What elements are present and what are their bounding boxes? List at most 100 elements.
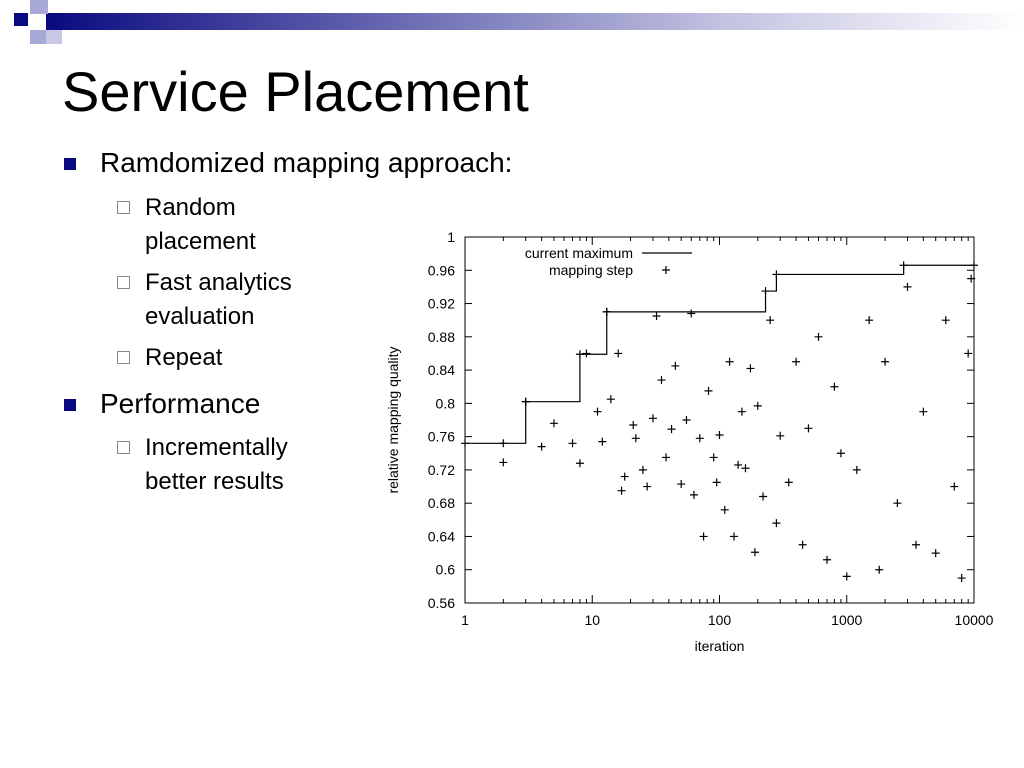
sub-bullet-line: Repeat	[145, 344, 223, 371]
sub-bullet-item: Fast analytics evaluation	[117, 266, 292, 334]
bullet-item: Performance	[64, 387, 260, 421]
step-point	[499, 439, 508, 448]
scatter-point	[903, 282, 912, 291]
scatter-point	[792, 357, 801, 366]
scatter-point	[614, 349, 623, 358]
bullet-text: Ramdomized mapping approach:	[100, 147, 513, 178]
scatter-point	[875, 565, 884, 574]
scatter-point	[750, 548, 759, 557]
scatter-point	[549, 419, 558, 428]
scatter-point	[798, 540, 807, 549]
legend-marker-swatch	[662, 266, 670, 274]
scatter-point	[712, 478, 721, 487]
y-tick-label: 0.84	[428, 362, 455, 378]
square-bullet-icon	[64, 158, 76, 170]
step-point	[970, 261, 978, 270]
y-tick-label: 0.6	[436, 562, 456, 578]
scatter-point	[667, 425, 676, 434]
scatter-point	[836, 449, 845, 458]
y-tick-label: 1	[447, 229, 455, 245]
scatter-point	[671, 361, 680, 370]
y-tick-label: 0.8	[436, 395, 456, 411]
scatter-point	[823, 555, 832, 564]
scatter-plot: 0.56 0.6 0.64 0.68 0.72 0.76 0.8 0.84 0.88 0.92 0.…	[385, 229, 994, 654]
scatter-point	[620, 472, 629, 481]
step-point	[575, 350, 584, 359]
scatter-point	[499, 458, 508, 467]
y-tick-label: 0.96	[428, 262, 455, 278]
scatter-point	[941, 316, 950, 325]
scatter-point	[682, 416, 691, 424]
scatter-point	[568, 439, 577, 448]
x-tick-label: 10000	[955, 612, 994, 628]
sub-bullet-line: placement	[145, 228, 256, 255]
scatter-point	[881, 357, 890, 366]
legend-label: current maximum	[525, 245, 633, 261]
x-tick-label: 100	[708, 612, 732, 628]
step-point	[899, 261, 908, 270]
scatter-point	[582, 349, 591, 358]
scatter-point	[662, 453, 671, 462]
y-tick-label: 0.76	[428, 429, 455, 445]
scatter-point	[575, 459, 584, 468]
scatter-point	[734, 460, 743, 469]
hollow-square-bullet-icon	[117, 351, 130, 364]
step-point	[521, 397, 530, 406]
sub-bullet-line: Incrementally	[145, 434, 288, 461]
x-tick-label: 1	[461, 612, 469, 628]
sub-bullet-line: Fast analytics	[145, 269, 292, 296]
header-decoration	[0, 0, 1024, 48]
scatter-point	[957, 574, 966, 583]
mapping-quality-chart: 0.56 0.6 0.64 0.68 0.72 0.76 0.8 0.84 0.88 0.92 0.…	[378, 222, 998, 667]
scatter-point	[772, 519, 781, 528]
scatter-point	[695, 434, 704, 443]
current-maximum-line	[465, 264, 974, 444]
scatter-point	[593, 407, 602, 416]
scatter-point	[687, 309, 696, 318]
legend-label: mapping step	[549, 262, 633, 278]
scatter-point	[629, 420, 638, 429]
y-tick-label: 0.64	[428, 528, 455, 544]
x-axis-label: iteration	[695, 638, 745, 654]
scatter-point	[737, 407, 746, 416]
sub-bullet-item: Random placement	[117, 191, 256, 259]
scatter-point	[766, 316, 775, 325]
scatter-point	[725, 357, 734, 366]
scatter-point	[598, 437, 607, 446]
scatter-point	[814, 332, 823, 341]
scatter-point	[638, 465, 647, 474]
scatter-point	[606, 395, 615, 404]
scatter-point	[911, 540, 920, 549]
hollow-square-bullet-icon	[117, 201, 130, 214]
scatter-point	[677, 480, 686, 489]
step-point	[461, 439, 469, 448]
y-axis-label: relative mapping quality	[385, 346, 401, 493]
plot-frame	[464, 236, 975, 604]
scatter-point	[699, 532, 708, 541]
scatter-point	[715, 430, 724, 439]
scatter-point	[720, 505, 729, 514]
scatter-point	[617, 486, 626, 495]
y-tick-label: 0.92	[428, 296, 455, 312]
scatter-point	[931, 549, 940, 558]
hollow-square-bullet-icon	[117, 276, 130, 289]
scatter-point	[950, 482, 959, 491]
sub-bullet-item: Repeat	[117, 341, 223, 375]
hollow-square-bullet-icon	[117, 441, 130, 454]
scatter-point	[643, 482, 652, 491]
scatter-point	[893, 499, 902, 508]
scatter-point	[753, 401, 762, 410]
scatter-point	[784, 478, 793, 487]
step-point	[761, 287, 770, 296]
scatter-point	[631, 434, 640, 443]
scatter-point	[830, 382, 839, 391]
square-bullet-icon	[64, 399, 76, 411]
scatter-point	[689, 490, 698, 499]
scatter-point	[852, 465, 861, 474]
y-tick-label: 0.88	[428, 329, 455, 345]
scatter-point	[537, 442, 546, 451]
sub-bullet-line: evaluation	[145, 303, 255, 330]
scatter-point	[842, 572, 851, 581]
scatter-point	[919, 407, 928, 416]
scatter-point	[746, 364, 755, 373]
